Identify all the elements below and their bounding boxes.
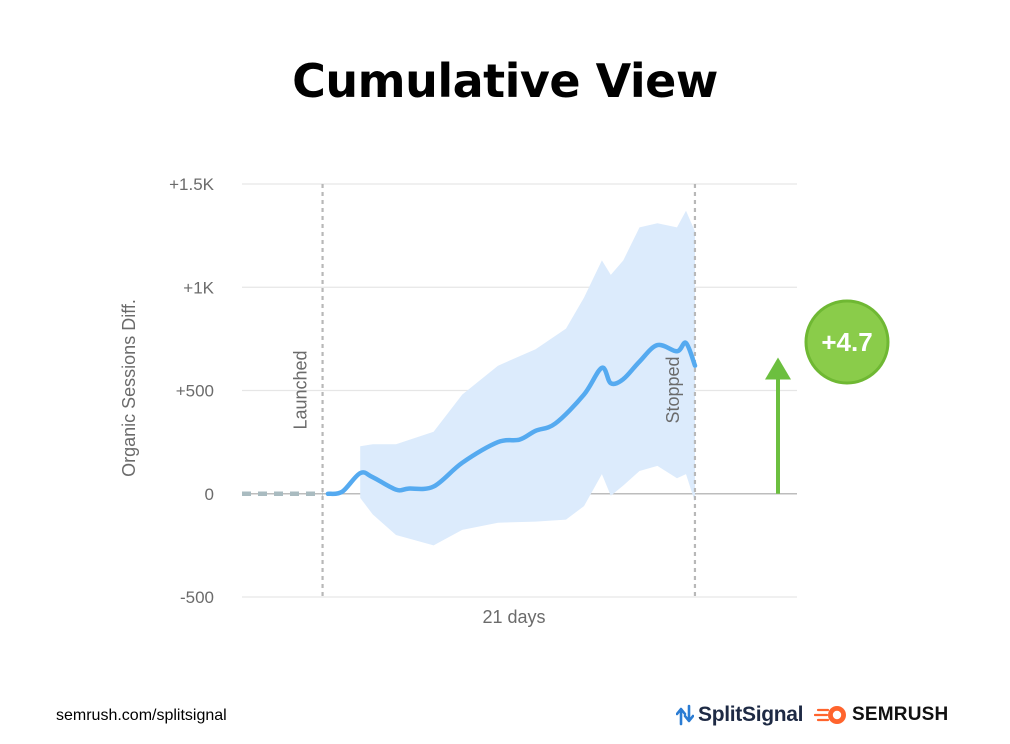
series-line [325, 340, 698, 497]
marker-label-stopped: Stopped [663, 356, 683, 423]
annotation-layer: +4.7 [765, 299, 890, 494]
y-tick-label: +1K [183, 278, 214, 297]
footer-url[interactable]: semrush.com/splitsignal [56, 707, 227, 724]
result-badge-text: +4.7 [821, 327, 872, 357]
splitsignal-name: SplitSignal [698, 703, 804, 726]
y-tick-label: -500 [180, 588, 214, 607]
marker-lines: Launched Stopped [291, 184, 697, 597]
result-badge [804, 299, 890, 385]
series-layer [242, 340, 698, 497]
semrush-fireball-icon [814, 706, 846, 724]
confidence-band [360, 210, 695, 546]
y-tick-label: 0 [205, 485, 214, 504]
y-tick-label: +1.5K [169, 175, 215, 194]
semrush-logo: SEMRUSH [814, 702, 948, 728]
splitsignal-logo: SplitSignal [676, 702, 804, 728]
y-tick-label: +500 [176, 382, 214, 401]
semrush-name: SEMRUSH [852, 704, 949, 725]
y-axis-ticks: -500 0 +500 +1K +1.5K [169, 175, 215, 607]
y-axis-title: Organic Sessions Diff. [119, 299, 139, 477]
splitsignal-icon [676, 704, 694, 726]
page-title: Cumulative View [292, 54, 718, 108]
marker-label-launched: Launched [291, 350, 311, 429]
increase-arrow-head [765, 357, 791, 380]
x-axis-title: 21 days [482, 607, 545, 627]
confidence-band-area [360, 210, 695, 546]
